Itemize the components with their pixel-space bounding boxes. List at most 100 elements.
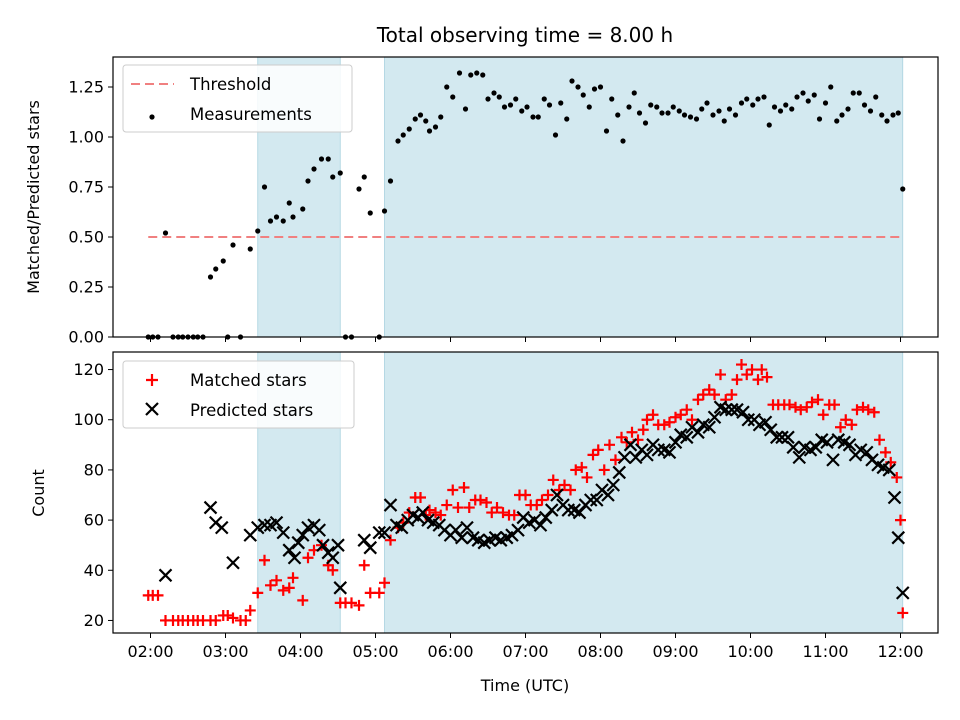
predicted-star-point — [454, 530, 469, 545]
predicted-star-point — [775, 430, 789, 445]
measurement-point — [794, 94, 800, 100]
measurement-point — [564, 116, 570, 122]
measurement-point — [417, 112, 424, 118]
x-tick-label: 05:00 — [352, 642, 398, 661]
predicted-star-point — [511, 523, 525, 537]
matched-star-point — [259, 554, 270, 566]
matched-star-point — [252, 587, 264, 599]
predicted-star-point — [769, 430, 784, 445]
matched-star-point — [616, 431, 627, 443]
measurement-point — [530, 114, 536, 120]
measurement-point — [412, 116, 418, 122]
predicted-star-point — [331, 538, 345, 552]
predicted-star-point — [895, 586, 910, 600]
matched-star-point — [227, 612, 239, 624]
measurement-point — [710, 112, 716, 118]
measurement-point — [485, 96, 491, 102]
matched-star-point — [452, 502, 464, 514]
measurement-point — [569, 78, 575, 84]
x-tick-label: 03:00 — [202, 642, 248, 661]
measurement-point — [290, 214, 296, 220]
measurement-point — [432, 124, 439, 130]
matched-star-point — [592, 444, 604, 456]
measurement-point — [670, 104, 676, 110]
ratio-y-axis-label: Matched/Predicted stars — [24, 100, 43, 294]
y-tick-label: 0.00 — [68, 328, 104, 347]
predicted-legend-marker — [145, 402, 159, 416]
measurement-point — [426, 128, 433, 134]
measurement-point — [777, 108, 784, 114]
matched-star-point — [536, 494, 548, 506]
matched-star-point — [880, 446, 891, 458]
matched-star-point — [520, 489, 531, 501]
matched-star-point — [508, 509, 520, 521]
predicted-star-point — [668, 435, 683, 450]
matched-star-point — [435, 509, 447, 521]
measurement-point — [438, 114, 444, 120]
matched-star-point — [829, 399, 840, 411]
measurement-point — [771, 104, 778, 110]
matched-star-point — [244, 604, 256, 616]
measurement-point — [766, 122, 772, 128]
measurement-point — [816, 116, 823, 122]
matched-star-point — [565, 484, 576, 496]
ratio-series — [145, 70, 906, 340]
matched-star-point — [741, 369, 753, 381]
measurement-point — [900, 186, 906, 192]
y-tick-label: 0.50 — [68, 228, 104, 247]
matched-star-point — [675, 409, 687, 421]
predicted-star-point — [316, 538, 330, 552]
matched-star-point — [637, 424, 649, 436]
predicted-star-point — [550, 488, 564, 502]
matched-star-point — [761, 371, 773, 383]
predicted-star-point — [741, 412, 756, 427]
threshold-legend-label: Threshold — [189, 75, 271, 94]
measurement-point — [558, 100, 564, 106]
measurement-point — [330, 174, 336, 180]
measurement-point — [280, 218, 286, 224]
measurement-point — [311, 166, 317, 172]
predicted-star-point — [612, 465, 627, 480]
matched-star-point — [857, 401, 869, 413]
x-tick-label: 10:00 — [727, 642, 773, 661]
y-tick-label: 80 — [84, 460, 104, 479]
matched-star-point — [692, 394, 704, 406]
matched-star-point — [358, 559, 370, 571]
matched-star-point — [458, 481, 470, 493]
x-tick-label: 08:00 — [577, 642, 623, 661]
measurement-point — [609, 96, 615, 102]
matched-star-point — [731, 374, 743, 386]
predicted-star-point — [158, 568, 173, 583]
measurement-point — [811, 92, 817, 98]
predicted-star-point — [718, 402, 733, 417]
predicted-star-point — [601, 488, 615, 502]
measurement-point — [716, 108, 722, 114]
measurement-point — [895, 110, 901, 116]
matched-star-point — [152, 589, 164, 601]
y-tick-label: 0.75 — [68, 178, 104, 197]
matched-star-point — [641, 414, 653, 426]
matched-star-point — [240, 614, 252, 626]
shaded-interval — [384, 56, 904, 338]
measurement-point — [631, 90, 637, 96]
predicted-star-point — [887, 490, 902, 505]
predicted-star-point — [640, 448, 654, 462]
measurement-point — [642, 120, 649, 126]
matched-star-point — [576, 461, 588, 473]
predicted-star-point — [702, 420, 717, 435]
matched-star-point — [441, 499, 453, 511]
measurement-point — [220, 258, 226, 264]
measurement-point — [676, 108, 682, 114]
measurement-point — [805, 98, 811, 104]
matched-star-point — [801, 401, 813, 413]
measurement-point — [845, 106, 851, 112]
matched-star-point — [835, 421, 846, 433]
predicted-star-point — [724, 402, 739, 417]
measurement-point — [761, 94, 767, 100]
matched-star-point — [752, 374, 764, 386]
measurement-point — [744, 96, 750, 102]
measurement-point — [406, 126, 412, 132]
matched-star-point — [486, 507, 498, 519]
measurement-point — [620, 138, 626, 144]
count-y-axis-label: Count — [29, 469, 48, 517]
